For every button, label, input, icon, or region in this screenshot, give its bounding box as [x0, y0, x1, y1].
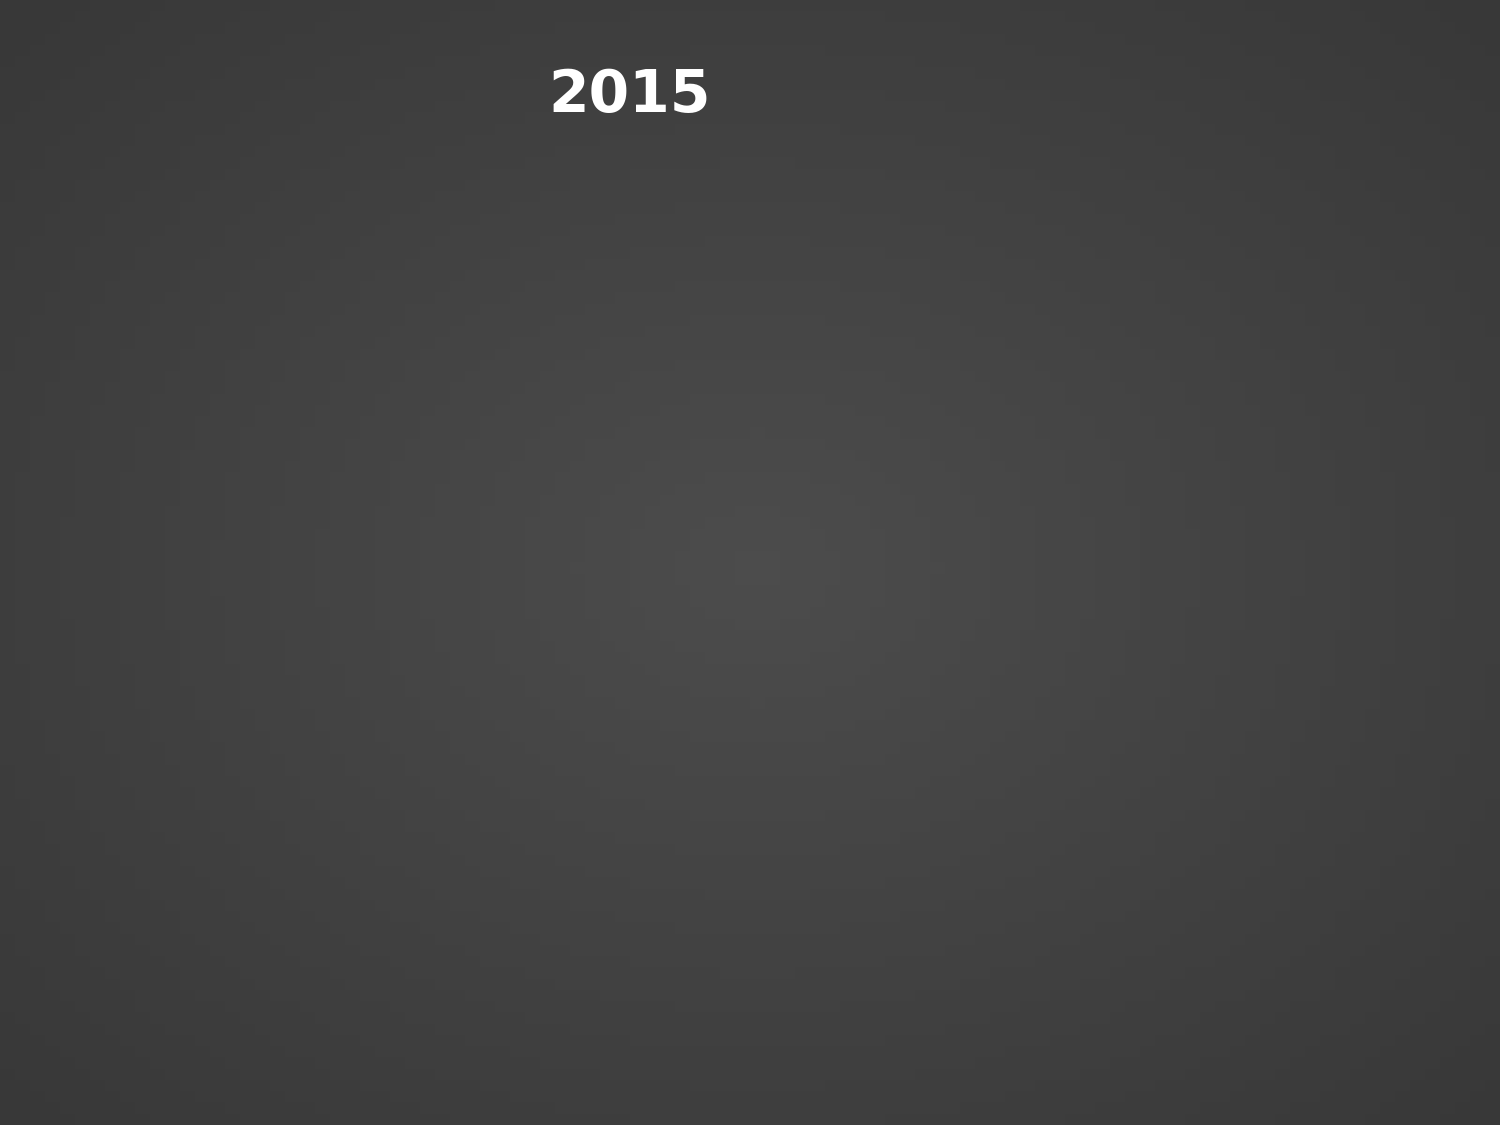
Bar — [945, 754, 950, 878]
Bar — [1100, 259, 1142, 878]
Bar — [902, 772, 906, 878]
Bar — [567, 464, 609, 878]
Text: 2015: 2015 — [549, 68, 711, 124]
Bar — [1286, 444, 1290, 878]
Bar — [246, 351, 250, 878]
Bar — [419, 568, 424, 878]
Bar — [122, 364, 128, 878]
Bar — [1353, 754, 1358, 878]
Bar — [1013, 772, 1017, 878]
Bar — [202, 630, 207, 878]
Bar — [1100, 259, 1104, 878]
Bar — [122, 364, 164, 878]
Bar — [1137, 259, 1142, 878]
Bar — [988, 259, 993, 878]
Bar — [864, 772, 868, 878]
Legend: Grp 1, Grp 2, Grp 3: Grp 1, Grp 2, Grp 3 — [816, 54, 1077, 72]
Bar — [159, 364, 164, 878]
Bar — [753, 673, 758, 878]
Bar — [604, 464, 609, 878]
Bar — [908, 754, 912, 878]
Bar — [1396, 351, 1401, 878]
Bar — [951, 259, 956, 878]
Bar — [270, 673, 276, 878]
Bar — [1204, 754, 1246, 878]
Bar — [716, 673, 720, 878]
Bar — [357, 351, 399, 878]
Bar — [165, 630, 207, 878]
Bar — [506, 351, 548, 878]
Bar — [1434, 351, 1438, 878]
Bar — [654, 351, 660, 878]
Bar — [1204, 754, 1209, 878]
Bar — [1353, 754, 1395, 878]
Bar — [716, 673, 758, 878]
Bar — [802, 438, 808, 878]
Bar — [1242, 754, 1246, 878]
Bar — [456, 568, 460, 878]
Bar — [308, 673, 312, 878]
Bar — [210, 351, 251, 878]
Bar — [1248, 444, 1252, 878]
Bar — [419, 568, 460, 878]
Bar — [951, 259, 993, 878]
Bar — [1013, 772, 1054, 878]
Bar — [840, 438, 844, 878]
Bar — [394, 351, 399, 878]
Bar — [270, 673, 312, 878]
Bar — [864, 772, 906, 878]
Bar — [500, 754, 504, 878]
Bar — [692, 351, 696, 878]
Bar — [165, 630, 171, 878]
Bar — [462, 754, 468, 878]
Bar — [210, 351, 214, 878]
Bar — [462, 754, 504, 878]
Bar — [1248, 444, 1290, 878]
Bar — [506, 351, 512, 878]
Bar — [802, 438, 844, 878]
Bar — [1396, 351, 1438, 878]
Bar — [543, 351, 548, 878]
Bar — [357, 351, 363, 878]
Bar — [654, 351, 696, 878]
Bar — [1050, 772, 1054, 878]
Bar — [567, 464, 572, 878]
Bar — [1390, 754, 1395, 878]
Bar — [908, 754, 950, 878]
